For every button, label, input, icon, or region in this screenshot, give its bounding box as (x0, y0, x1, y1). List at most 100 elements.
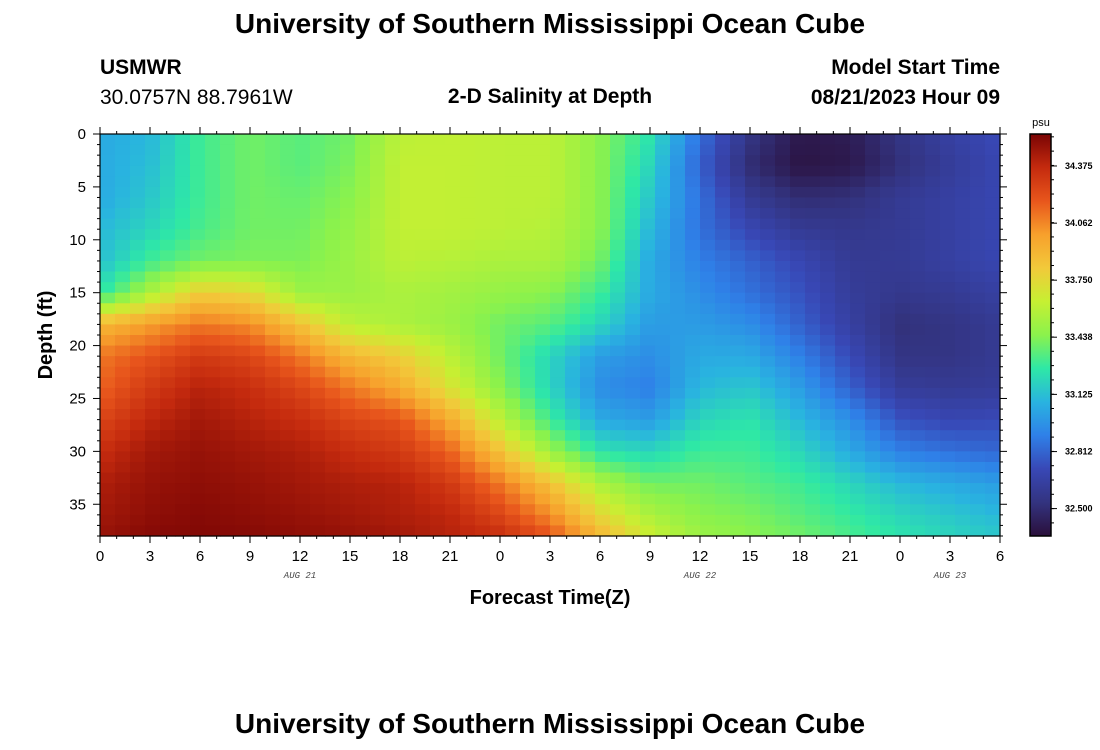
heatmap-cell (175, 165, 191, 177)
heatmap-cell (790, 134, 806, 146)
heatmap-cell (490, 250, 506, 262)
heatmap-cell (640, 155, 656, 167)
heatmap-cell (535, 356, 551, 368)
heatmap-cell (790, 493, 806, 505)
heatmap-cell (760, 409, 776, 421)
heatmap-cell (325, 451, 341, 463)
heatmap-cell (760, 387, 776, 400)
heatmap-cell (430, 493, 446, 505)
heatmap-cell (760, 377, 776, 389)
heatmap-cell (280, 440, 296, 452)
heatmap-cell (235, 335, 251, 347)
heatmap-cell (220, 208, 236, 220)
heatmap-cell (655, 440, 671, 452)
heatmap-cell (430, 504, 446, 516)
heatmap-cell (370, 440, 386, 452)
heatmap-cell (100, 419, 116, 431)
heatmap-cell (430, 335, 446, 347)
heatmap-cell (985, 144, 1001, 156)
heatmap-cell (505, 197, 521, 209)
heatmap-cell (970, 229, 986, 241)
heatmap-cell (685, 218, 701, 230)
heatmap-cell (355, 335, 371, 347)
heatmap-cell (535, 134, 551, 146)
heatmap-cell (280, 208, 296, 220)
heatmap-cell (565, 176, 581, 188)
heatmap-cell (805, 239, 821, 251)
heatmap-cell (655, 377, 671, 389)
heatmap-cell (595, 197, 611, 209)
heatmap-cell (595, 324, 611, 336)
heatmap-cell (100, 176, 116, 188)
heatmap-cell (340, 165, 356, 177)
heatmap-cell (970, 313, 986, 326)
heatmap-cell (565, 440, 581, 452)
heatmap-cell (910, 356, 926, 368)
heatmap-cell (115, 260, 131, 273)
heatmap-cell (520, 525, 536, 537)
heatmap-cell (445, 250, 461, 262)
heatmap-cell (760, 218, 776, 230)
heatmap-cell (325, 387, 341, 400)
heatmap-cell (325, 493, 341, 505)
heatmap-cell (955, 493, 971, 505)
model-start-value: 08/21/2023 Hour 09 (810, 86, 1000, 109)
heatmap-cell (250, 155, 266, 167)
heatmap-cell (790, 239, 806, 251)
x-tick-label: 15 (342, 548, 359, 565)
heatmap-cell (925, 144, 941, 156)
heatmap-cell (415, 292, 431, 304)
heatmap-cell (670, 409, 686, 421)
heatmap-cell (955, 313, 971, 326)
heatmap-cell (610, 208, 626, 220)
heatmap-cell (580, 483, 596, 495)
heatmap-cell (145, 292, 161, 304)
heatmap-cell (775, 271, 791, 283)
heatmap-cell (220, 282, 236, 294)
heatmap-cell (385, 176, 401, 188)
heatmap-cell (940, 155, 956, 167)
heatmap-cell (550, 197, 566, 209)
heatmap-cell (235, 356, 251, 368)
heatmap-cell (595, 303, 611, 315)
heatmap-cell (340, 303, 356, 315)
heatmap-cell (415, 387, 431, 400)
heatmap-cell (370, 197, 386, 209)
heatmap-cell (280, 483, 296, 495)
heatmap-cell (910, 134, 926, 146)
heatmap-cell (145, 440, 161, 452)
heatmap-cell (595, 176, 611, 188)
heatmap-cell (850, 208, 866, 220)
heatmap-cell (580, 356, 596, 368)
heatmap-cell (445, 176, 461, 188)
heatmap-cell (160, 229, 176, 241)
heatmap-cell (355, 525, 371, 537)
heatmap-cell (895, 514, 911, 527)
heatmap-cell (670, 165, 686, 177)
heatmap-cell (685, 504, 701, 516)
heatmap-cell (460, 430, 476, 442)
heatmap-cell (535, 472, 551, 484)
heatmap-cell (580, 144, 596, 156)
colorbar-scale (1029, 133, 1052, 537)
heatmap-cell (880, 208, 896, 220)
heatmap-cell (460, 472, 476, 484)
heatmap-cell (640, 514, 656, 527)
heatmap-cell (295, 239, 311, 251)
heatmap-cell (175, 514, 191, 527)
heatmap-cell (355, 292, 371, 304)
heatmap-cell (910, 144, 926, 156)
heatmap-cell (700, 345, 716, 357)
heatmap-cell (745, 292, 761, 304)
heatmap-cell (835, 165, 851, 177)
heatmap-cell (490, 282, 506, 294)
heatmap-cell (100, 324, 116, 336)
heatmap-cell (160, 335, 176, 347)
heatmap-cell (520, 186, 536, 199)
heatmap-cell (685, 197, 701, 209)
heatmap-cell (265, 440, 281, 452)
heatmap-cell (205, 387, 221, 400)
heatmap-cell (640, 229, 656, 241)
heatmap-cell (295, 398, 311, 410)
heatmap-cell (730, 144, 746, 156)
